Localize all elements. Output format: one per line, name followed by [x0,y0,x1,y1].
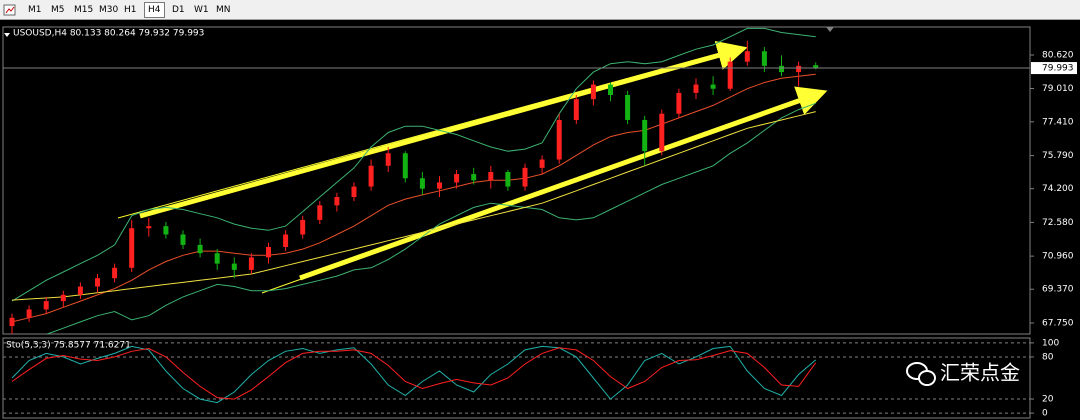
toolbar: M1 M5 M15 M30 H1 H4 D1 W1 MN [0,0,1080,20]
y-tick-label: 69.370 [1042,285,1074,295]
header-icon [4,33,10,37]
candle-body [693,84,699,93]
y-tick-label: 75.790 [1042,151,1074,161]
candle-body [471,174,477,181]
candle-body [454,174,460,183]
y-tick-label: 77.410 [1042,117,1074,127]
last-price-label: 79.993 [1042,64,1074,74]
indicator-line [11,27,816,302]
y-tick-label: 80.620 [1042,51,1074,61]
y-tick-label: 74.200 [1042,184,1074,194]
candle-body [197,244,203,254]
timeframe-button[interactable]: M1 [28,5,42,15]
candle-body [77,286,83,295]
candle-body [129,228,135,268]
candle-body [180,234,186,245]
trend-arrow [299,86,828,281]
y-tick-label: 100 [1042,338,1059,348]
sto-header: Sto(5,3,3) 75.8577 71.6271 [6,341,131,351]
candle-body [402,153,408,179]
candle-body [43,301,49,310]
timeframe-button[interactable]: M15 [74,5,94,15]
y-tick-label: 67.750 [1042,318,1074,328]
timeframe-button[interactable]: H1 [124,5,137,15]
plot-area [9,27,819,334]
y-tick-label: 20 [1042,395,1054,405]
chart-window: USOUSD,H4 80.133 80.264 79.932 79.993 St… [2,26,1077,419]
y-tick-label: 79.010 [1042,84,1074,94]
candle-body [744,51,750,62]
candle-body [505,172,511,187]
timeframe-button[interactable]: M5 [51,5,65,15]
candle-body [437,182,442,189]
candle-body [659,113,665,152]
candle-body [334,197,340,206]
candle-body [573,99,579,120]
watermark-text: 汇荣点金 [940,361,1020,385]
y-tick-label: 80 [1042,352,1054,362]
timeframe-button[interactable]: MN [216,5,231,15]
candle-body [60,294,66,302]
indicator-line [45,102,816,334]
candle-body [214,253,220,264]
y-tick-label: 0 [1042,409,1048,419]
sto-frame [2,337,1031,419]
candle-body [231,263,237,270]
candle-body [317,205,323,220]
shift-marker [826,27,834,32]
candle-body [95,278,100,287]
candle-body [112,267,118,279]
indicator-line [11,111,816,301]
candle-body [727,61,733,89]
candle-body [163,226,169,235]
indicator-line [11,347,817,400]
timeframe-button[interactable]: H4 [144,2,165,18]
chart-icon [3,4,16,16]
candle-body [779,65,784,73]
watermark: 汇荣点金 [906,361,1020,386]
candle-body [9,317,15,327]
candle-body [796,65,802,73]
candle-body [488,172,494,181]
timeframe-button[interactable]: W1 [194,5,209,15]
candle-body [522,167,528,187]
indicator-line [11,345,817,404]
candle-body [26,309,32,318]
timeframe-button[interactable]: D1 [172,5,185,15]
candle-body [761,51,767,66]
candle-body [368,165,374,187]
plot-area [11,345,817,404]
candle-body [710,84,716,89]
main-frame [2,26,1031,335]
timeframe-button[interactable]: M30 [99,5,119,15]
candle-body [351,186,357,198]
candle-body [676,92,682,114]
trend-arrows [117,40,828,294]
candle-body [300,219,306,235]
candle-body [419,178,425,189]
candle-body [590,84,596,100]
candle-body [266,246,271,258]
candle-body [556,119,562,160]
candle-body [146,226,152,229]
trend-arrow [139,40,748,219]
candle-body [813,65,819,69]
candle-body [608,84,613,95]
candle-body [283,234,289,247]
y-tick-label: 72.580 [1042,218,1074,228]
chart-header: USOUSD,H4 80.133 80.264 79.932 79.993 [13,29,204,39]
indicator-line [11,73,816,323]
candle-body [642,119,648,152]
y-tick-label: 70.960 [1042,252,1074,262]
candle-body [539,159,545,168]
candle-body [385,153,391,166]
last-price-box [1031,62,1077,75]
candle-body [248,257,254,270]
candle-body [625,94,631,120]
